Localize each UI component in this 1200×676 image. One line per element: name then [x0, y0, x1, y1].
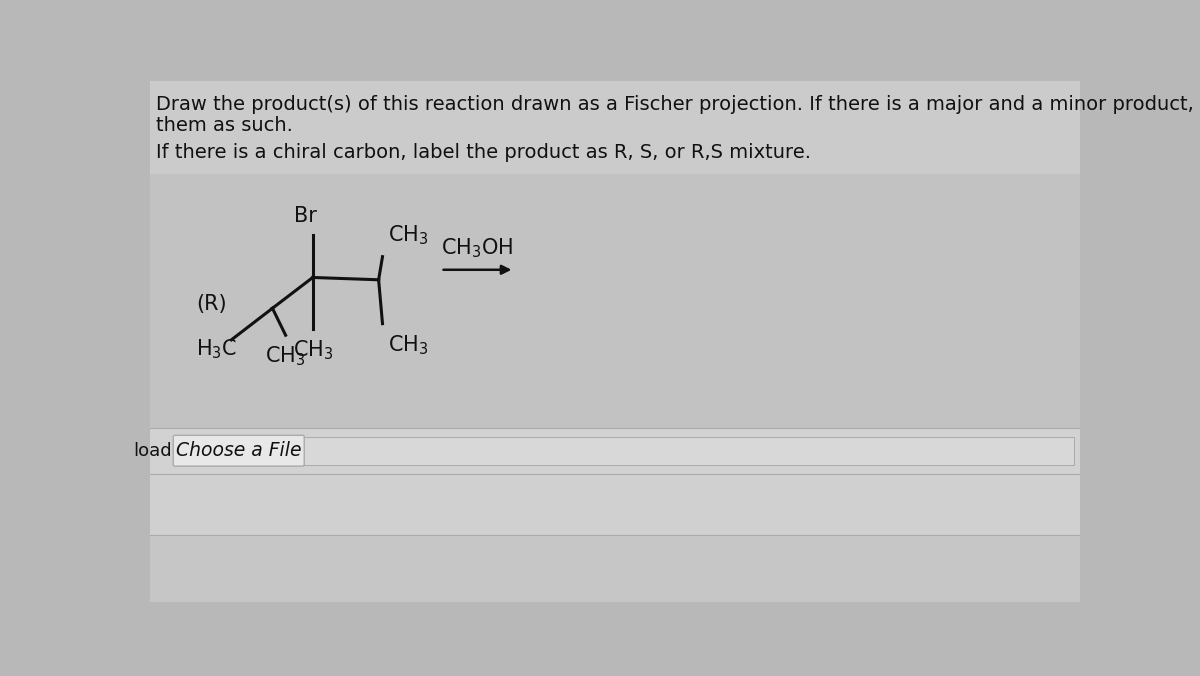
Text: $\mathdefault{CH_3OH}$: $\mathdefault{CH_3OH}$ [440, 236, 514, 260]
Bar [150, 174, 1080, 428]
Text: (R): (R) [197, 295, 227, 314]
Text: Br: Br [294, 206, 317, 226]
Text: $\mathdefault{H_3C}$: $\mathdefault{H_3C}$ [197, 337, 238, 361]
Text: Draw the product(s) of this reaction drawn as a Fischer projection. If there is : Draw the product(s) of this reaction dra… [156, 95, 1200, 114]
Bar [150, 428, 1080, 474]
Text: $\mathdefault{CH_3}$: $\mathdefault{CH_3}$ [388, 333, 428, 356]
Text: load: load [133, 441, 172, 460]
Bar [150, 535, 1080, 602]
Text: Choose a File: Choose a File [175, 441, 301, 460]
Bar [150, 81, 1080, 174]
FancyBboxPatch shape [302, 437, 1074, 464]
Bar [150, 474, 1080, 535]
Text: $\mathdefault{CH_3}$: $\mathdefault{CH_3}$ [388, 224, 428, 247]
Text: them as such.: them as such. [156, 116, 293, 135]
Text: $\mathdefault{CH_3}$: $\mathdefault{CH_3}$ [265, 345, 306, 368]
FancyBboxPatch shape [173, 435, 305, 466]
Text: If there is a chiral carbon, label the product as R, S, or R,S mixture.: If there is a chiral carbon, label the p… [156, 143, 811, 162]
Text: $\mathdefault{CH_3}$: $\mathdefault{CH_3}$ [293, 338, 332, 362]
